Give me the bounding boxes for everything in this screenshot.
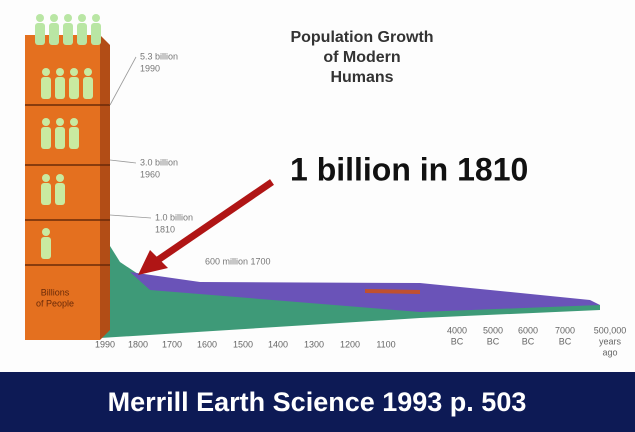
person-body (49, 23, 59, 45)
pillar-label: of People (36, 298, 74, 308)
person-head (70, 68, 78, 76)
x-label: 4000 (447, 325, 467, 335)
person-head (42, 228, 50, 236)
person-head (84, 68, 92, 76)
x-label: 1300 (304, 339, 324, 349)
person-body (35, 23, 45, 45)
person-body (41, 183, 51, 205)
person-head (78, 14, 86, 22)
person-body (41, 237, 51, 259)
person-head (42, 68, 50, 76)
person-body (83, 77, 93, 99)
person-body (77, 23, 87, 45)
marker-label: 3.0 billion (140, 157, 178, 167)
marker-label: 1960 (140, 169, 160, 179)
marker-label: 1990 (140, 63, 160, 73)
marker-label: 5.3 billion (140, 51, 178, 61)
marker-label: 1810 (155, 224, 175, 234)
x-label: years (599, 336, 622, 346)
x-label: 1800 (128, 339, 148, 349)
x-label: 1200 (340, 339, 360, 349)
title-line: Humans (330, 69, 393, 86)
x-label: 6000 (518, 325, 538, 335)
x-label: BC (559, 336, 572, 346)
title-line: Population Growth (290, 29, 433, 46)
x-label: ago (602, 347, 617, 357)
x-label: 1600 (197, 339, 217, 349)
person-head (42, 174, 50, 182)
x-label: 500,000 (594, 325, 627, 335)
pillar-label: Billions (41, 287, 70, 297)
x-label: 5000 (483, 325, 503, 335)
person-head (36, 14, 44, 22)
person-body (55, 127, 65, 149)
person-body (41, 127, 51, 149)
x-label: 1500 (233, 339, 253, 349)
person-body (41, 77, 51, 99)
x-label: BC (487, 336, 500, 346)
person-head (70, 118, 78, 126)
person-body (69, 127, 79, 149)
person-head (64, 14, 72, 22)
x-label: 1100 (376, 339, 395, 349)
annotation: 1 billion in 1810 (290, 151, 528, 187)
marker-label: 600 million 1700 (205, 256, 271, 266)
person-body (63, 23, 73, 45)
x-label: 1990 (95, 339, 115, 349)
x-label: 1700 (162, 339, 182, 349)
person-head (56, 118, 64, 126)
person-head (56, 68, 64, 76)
person-head (56, 174, 64, 182)
x-label: 7000 (555, 325, 575, 335)
marker-label: 1.0 billion (155, 212, 193, 222)
person-head (92, 14, 100, 22)
caption: Merrill Earth Science 1993 p. 503 (108, 387, 527, 417)
slide: Population Growth of Modern Humans Billions… (0, 0, 635, 432)
title-line: of Modern (323, 49, 400, 66)
x-label: BC (522, 336, 535, 346)
person-body (69, 77, 79, 99)
person-body (55, 183, 65, 205)
person-body (91, 23, 101, 45)
pillar-side (100, 35, 110, 340)
person-body (55, 77, 65, 99)
x-label: BC (451, 336, 464, 346)
x-label: 1400 (268, 339, 288, 349)
person-head (50, 14, 58, 22)
person-head (42, 118, 50, 126)
